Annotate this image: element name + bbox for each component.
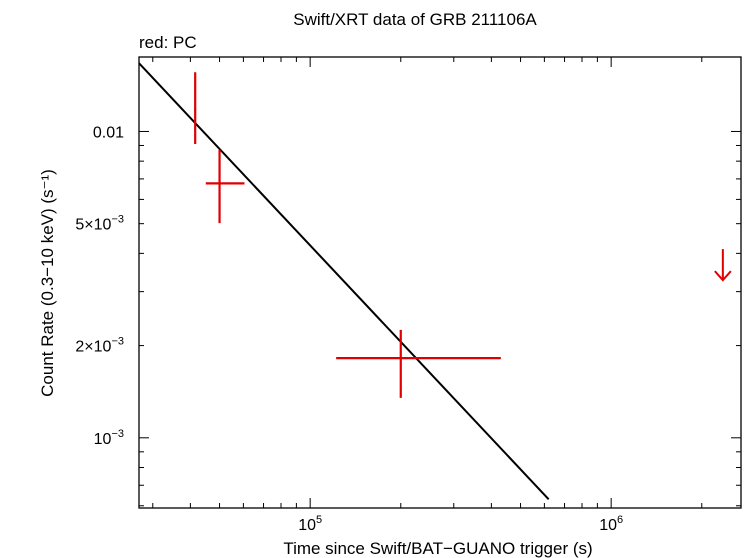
chart-subtitle: red: PC bbox=[139, 33, 197, 52]
data-point bbox=[205, 149, 245, 224]
data-points bbox=[194, 72, 501, 398]
y-tick-label: 10−3 bbox=[94, 428, 124, 448]
data-point bbox=[194, 72, 197, 145]
x-axis-tick-labels: 105 106 bbox=[298, 514, 623, 534]
model-fit-line bbox=[138, 62, 550, 500]
upper-limit-arrow bbox=[714, 249, 732, 282]
x-axis-ticks bbox=[152, 57, 703, 508]
y-tick-label: 2×10−3 bbox=[75, 336, 124, 356]
y-tick-label: 5×10−3 bbox=[75, 214, 124, 234]
chart-title: Swift/XRT data of GRB 211106A bbox=[293, 10, 537, 29]
data-point bbox=[336, 329, 501, 398]
y-axis-ticks bbox=[139, 130, 741, 507]
x-axis-label: Time since Swift/BAT−GUANO trigger (s) bbox=[283, 539, 592, 558]
upper-limit-head bbox=[714, 270, 732, 282]
plot-frame bbox=[138, 56, 742, 509]
x-tick-label: 106 bbox=[599, 514, 623, 534]
y-tick-label: 0.01 bbox=[93, 124, 124, 141]
upper-limits bbox=[714, 249, 732, 282]
y-axis-label: Count Rate (0.3−10 keV) (s⁻¹) bbox=[38, 169, 57, 397]
y-axis-tick-labels: 0.01 5×10−3 2×10−3 10−3 bbox=[75, 124, 124, 447]
x-tick-label: 105 bbox=[298, 514, 322, 534]
